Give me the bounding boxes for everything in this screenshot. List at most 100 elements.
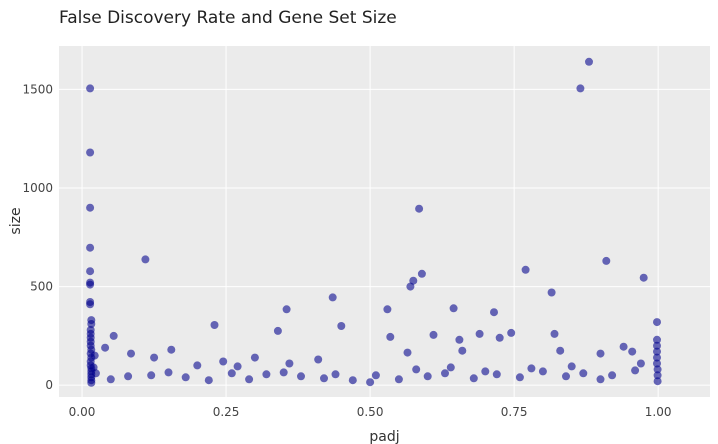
data-point — [521, 265, 530, 274]
data-point — [495, 333, 504, 342]
data-point — [147, 371, 156, 380]
data-point — [446, 363, 455, 372]
x-tick-label: 1.00 — [645, 405, 672, 419]
data-point — [441, 369, 449, 378]
grid-lines — [59, 46, 710, 397]
data-point — [297, 372, 305, 381]
data-point — [101, 343, 110, 352]
data-point — [490, 308, 498, 317]
data-point — [90, 351, 99, 360]
data-point — [631, 366, 640, 375]
data-point — [653, 365, 662, 374]
data-point — [109, 331, 118, 340]
data-point — [87, 320, 96, 328]
x-axis-ticks: 0.00 0.25 0.50 0.75 1.00 — [69, 405, 672, 419]
data-point — [86, 203, 95, 212]
data-point — [412, 365, 421, 374]
data-point — [550, 329, 559, 338]
data-point — [328, 293, 337, 302]
data-point — [91, 369, 100, 378]
data-point — [285, 359, 294, 368]
data-point — [164, 368, 173, 377]
data-point — [204, 376, 213, 385]
data-point — [449, 304, 458, 313]
data-point — [150, 353, 159, 362]
chart-title: False Discovery Rate and Gene Set Size — [59, 8, 397, 28]
plot-background — [59, 46, 710, 397]
data-point — [429, 330, 438, 339]
data-point — [403, 348, 412, 357]
data-point — [653, 347, 661, 356]
data-point — [282, 305, 291, 314]
data-point — [279, 368, 288, 377]
data-point — [602, 256, 611, 265]
data-point — [167, 345, 176, 354]
data-point — [653, 359, 661, 368]
data-point — [415, 204, 424, 213]
data-point — [596, 375, 605, 384]
y-tick-label: 500 — [30, 280, 53, 294]
data-point — [383, 305, 392, 314]
data-point — [127, 349, 135, 358]
data-point — [475, 329, 484, 338]
data-point — [371, 371, 380, 380]
data-point — [386, 332, 395, 341]
data-point — [124, 372, 133, 381]
y-axis-title: size — [8, 207, 24, 234]
x-tick-label: 0.75 — [501, 405, 528, 419]
data-point — [262, 370, 271, 379]
data-point — [608, 371, 617, 380]
data-point — [331, 370, 340, 379]
data-point — [481, 367, 490, 376]
data-point — [86, 300, 95, 309]
data-point — [579, 369, 588, 378]
data-point — [455, 335, 464, 344]
data-point — [86, 243, 95, 252]
data-point — [320, 374, 328, 383]
data-point — [417, 269, 426, 278]
data-point — [515, 373, 524, 382]
data-point — [86, 280, 95, 289]
data-point — [86, 84, 95, 93]
data-point — [547, 288, 556, 297]
y-tick-label: 1500 — [22, 82, 53, 96]
data-point — [86, 267, 95, 276]
data-point — [394, 375, 403, 384]
y-tick-label: 0 — [45, 378, 53, 392]
data-point — [619, 342, 628, 351]
data-point — [596, 349, 605, 358]
data-point — [219, 357, 228, 366]
data-point — [337, 322, 346, 330]
data-point — [227, 369, 236, 378]
data-point — [653, 318, 661, 327]
data-point — [653, 353, 661, 362]
data-point — [538, 367, 547, 376]
data-point — [507, 328, 516, 337]
y-tick-label: 1000 — [22, 181, 53, 195]
data-point — [639, 273, 648, 282]
data-point — [210, 321, 219, 329]
data-point — [193, 361, 202, 370]
data-point — [628, 347, 637, 356]
data-points — [86, 57, 662, 387]
x-tick-label: 0.00 — [69, 405, 96, 419]
data-point — [653, 371, 662, 380]
x-axis-title: padj — [369, 429, 399, 444]
data-point — [245, 375, 254, 384]
data-point — [181, 373, 190, 382]
data-point — [141, 255, 150, 264]
data-point — [527, 364, 536, 373]
data-point — [106, 375, 115, 384]
data-point — [233, 362, 242, 371]
data-point — [458, 346, 467, 355]
data-point — [366, 378, 375, 387]
data-point — [636, 359, 645, 368]
data-point — [653, 377, 662, 386]
data-point — [250, 353, 259, 362]
x-tick-label: 0.25 — [213, 405, 240, 419]
data-point — [273, 326, 282, 335]
data-point — [348, 376, 357, 385]
data-point — [423, 372, 432, 381]
data-point — [653, 335, 661, 344]
